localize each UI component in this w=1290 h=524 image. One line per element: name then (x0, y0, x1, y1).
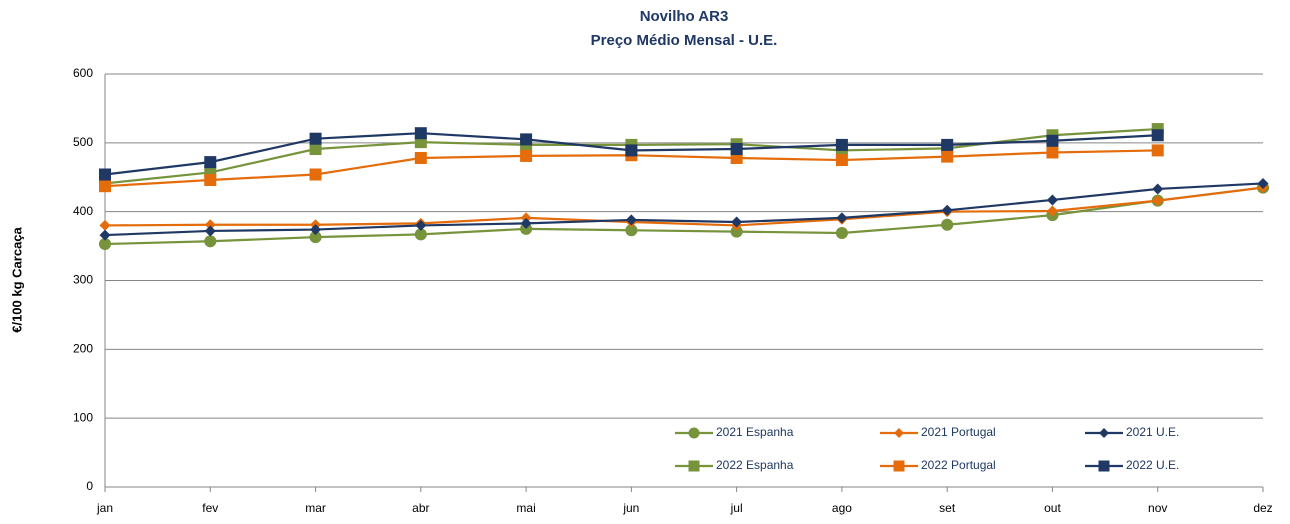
legend-marker (688, 460, 700, 472)
point (730, 143, 743, 156)
point (1046, 194, 1058, 206)
legend-marker (1099, 428, 1109, 438)
point (520, 133, 533, 146)
point (204, 174, 217, 187)
x-tick-label: mai (516, 501, 535, 515)
y-tick-label: 300 (73, 273, 93, 287)
point (941, 218, 954, 231)
point (414, 127, 427, 140)
y-tick-label: 200 (73, 342, 93, 356)
point (309, 168, 322, 181)
point (99, 168, 111, 181)
legend-label: 2022 U.E. (1126, 458, 1179, 472)
y-axis-label: €/100 kg Carcaça (9, 226, 24, 332)
point (941, 138, 954, 151)
legend-label: 2021 Espanha (716, 425, 794, 439)
point (204, 225, 216, 237)
chart-subtitle: Preço Médio Mensal - U.E. (591, 32, 778, 49)
point (99, 180, 111, 193)
point (625, 214, 637, 226)
point (99, 219, 111, 231)
point (414, 151, 427, 164)
point (309, 231, 322, 244)
legend-label: 2022 Portugal (921, 458, 996, 472)
point (625, 144, 638, 157)
legend-marker (894, 428, 904, 438)
point (1046, 205, 1058, 217)
x-tick-label: jul (730, 501, 743, 515)
point (731, 216, 743, 228)
point (1151, 144, 1164, 157)
y-tick-label: 0 (86, 479, 93, 493)
x-tick-label: out (1044, 501, 1061, 515)
point (520, 222, 533, 235)
point (836, 212, 848, 224)
x-tick-label: mar (305, 501, 326, 515)
point (835, 154, 848, 167)
point (310, 224, 322, 236)
series-line (104, 186, 1264, 227)
x-tick-label: nov (1148, 501, 1167, 515)
legend-marker (688, 427, 700, 439)
point (520, 217, 532, 229)
x-tick-label: ago (832, 501, 852, 515)
point (1046, 146, 1059, 159)
point (98, 237, 112, 251)
x-tick-label: fev (202, 501, 218, 515)
point (204, 156, 217, 169)
x-tick-label: abr (412, 501, 429, 515)
point (414, 228, 427, 241)
x-tick-label: jun (622, 501, 639, 515)
point (941, 150, 954, 163)
point (730, 225, 743, 238)
point (835, 138, 848, 151)
point (1151, 129, 1164, 142)
point (835, 226, 848, 240)
x-tick-label: dez (1253, 501, 1272, 515)
legend-label: 2021 Portugal (921, 425, 996, 439)
point (204, 235, 217, 248)
series-line (104, 186, 1264, 246)
chart-title: Novilho AR3 (640, 8, 729, 25)
point (1152, 195, 1164, 207)
point (309, 143, 322, 156)
legend-marker (893, 460, 905, 472)
legend-label: 2022 Espanha (716, 458, 794, 472)
point (1257, 177, 1269, 189)
point (1046, 134, 1059, 147)
y-tick-label: 400 (73, 204, 93, 218)
point (99, 229, 111, 241)
point (309, 132, 322, 145)
point (1152, 183, 1164, 195)
point (941, 204, 953, 216)
y-tick-label: 600 (73, 66, 93, 80)
point (415, 219, 427, 231)
legend-marker (1098, 460, 1110, 472)
point (625, 224, 638, 237)
point (520, 149, 533, 162)
legend-label: 2021 U.E. (1126, 425, 1179, 439)
y-tick-label: 100 (73, 410, 93, 424)
y-tick-label: 500 (73, 135, 93, 149)
series-line (104, 182, 1264, 237)
x-tick-label: jan (96, 501, 113, 515)
x-tick-label: set (939, 501, 956, 515)
point (204, 219, 216, 231)
point (520, 212, 532, 224)
